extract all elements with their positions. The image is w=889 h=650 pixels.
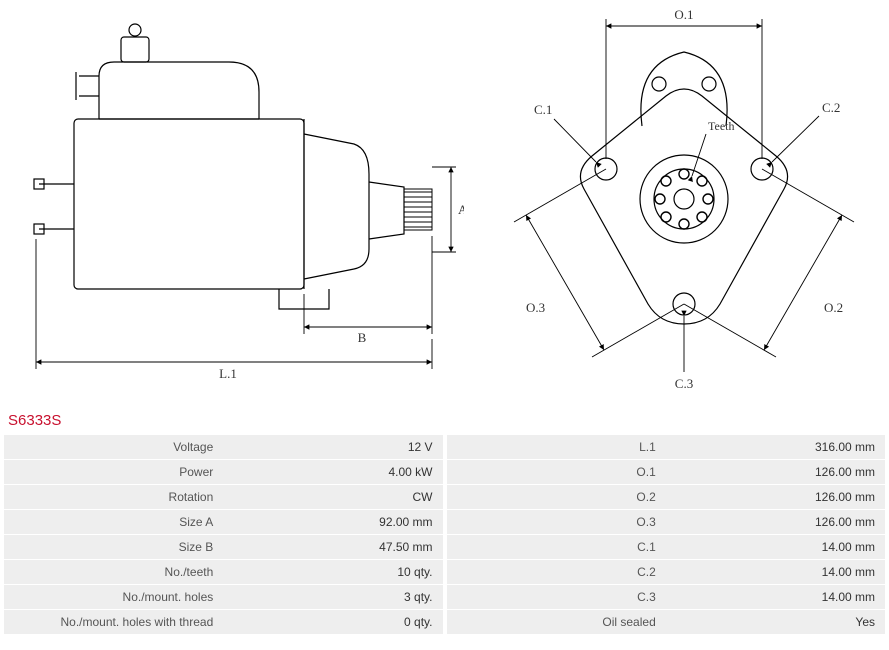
spec-value: 14.00 mm	[666, 536, 885, 558]
table-row: No./teeth10 qty.	[4, 560, 443, 585]
dim-label-C3: C.3	[675, 376, 693, 391]
table-row: RotationCW	[4, 485, 443, 510]
spec-col-left: Voltage12 VPower4.00 kWRotationCWSize A9…	[4, 435, 443, 635]
spec-value: 10 qty.	[223, 561, 442, 583]
dim-label-A: A	[458, 202, 464, 217]
front-view-diagram: O.1 O.2 O.3 C.1	[484, 4, 884, 404]
spec-value: 14.00 mm	[666, 561, 885, 583]
spec-label: Size A	[4, 511, 223, 533]
table-row: C.114.00 mm	[447, 535, 886, 560]
spec-table: Voltage12 VPower4.00 kWRotationCWSize A9…	[4, 435, 885, 635]
spec-label: No./mount. holes	[4, 586, 223, 608]
spec-label: Size B	[4, 536, 223, 558]
spec-value: 126.00 mm	[666, 461, 885, 483]
spec-label: No./teeth	[4, 561, 223, 583]
spec-value: 14.00 mm	[666, 586, 885, 608]
spec-value: 47.50 mm	[223, 536, 442, 558]
table-row: C.214.00 mm	[447, 560, 886, 585]
spec-label: O.2	[447, 486, 666, 508]
spec-label: Power	[4, 461, 223, 483]
spec-label: Oil sealed	[447, 611, 666, 633]
spec-value: 0 qty.	[223, 611, 442, 633]
table-row: O.1126.00 mm	[447, 460, 886, 485]
dim-label-C1: C.1	[534, 102, 552, 117]
spec-col-right: L.1316.00 mmO.1126.00 mmO.2126.00 mmO.31…	[447, 435, 886, 635]
dim-label-O3: O.3	[526, 300, 545, 315]
spec-value: 12 V	[223, 436, 442, 458]
table-row: Oil sealedYes	[447, 610, 886, 635]
table-row: L.1316.00 mm	[447, 435, 886, 460]
spec-label: O.1	[447, 461, 666, 483]
spec-value: CW	[223, 486, 442, 508]
part-id: S6333S	[8, 412, 885, 429]
dim-label-O1: O.1	[674, 7, 693, 22]
spec-value: Yes	[666, 611, 885, 633]
spec-label: C.3	[447, 586, 666, 608]
spec-label: O.3	[447, 511, 666, 533]
table-row: No./mount. holes3 qty.	[4, 585, 443, 610]
table-row: C.314.00 mm	[447, 585, 886, 610]
table-row: Voltage12 V	[4, 435, 443, 460]
spec-label: C.1	[447, 536, 666, 558]
dim-label-O2: O.2	[824, 300, 843, 315]
table-row: Power4.00 kW	[4, 460, 443, 485]
dim-label-L1: L.1	[219, 366, 237, 381]
dim-label-teeth: Teeth	[708, 119, 734, 133]
spec-value: 3 qty.	[223, 586, 442, 608]
diagram-area: A B L.1	[4, 4, 885, 404]
spec-value: 4.00 kW	[223, 461, 442, 483]
side-view-diagram: A B L.1	[4, 4, 464, 404]
table-row: Size B47.50 mm	[4, 535, 443, 560]
dim-label-C2: C.2	[822, 100, 840, 115]
spec-value: 126.00 mm	[666, 511, 885, 533]
spec-value: 126.00 mm	[666, 486, 885, 508]
spec-label: No./mount. holes with thread	[4, 611, 223, 633]
table-row: Size A92.00 mm	[4, 510, 443, 535]
spec-label: Voltage	[4, 436, 223, 458]
spec-value: 316.00 mm	[666, 436, 885, 458]
table-row: O.3126.00 mm	[447, 510, 886, 535]
spec-label: L.1	[447, 436, 666, 458]
spec-label: C.2	[447, 561, 666, 583]
table-row: O.2126.00 mm	[447, 485, 886, 510]
dim-label-B: B	[358, 330, 367, 345]
spec-value: 92.00 mm	[223, 511, 442, 533]
table-row: No./mount. holes with thread0 qty.	[4, 610, 443, 635]
spec-label: Rotation	[4, 486, 223, 508]
